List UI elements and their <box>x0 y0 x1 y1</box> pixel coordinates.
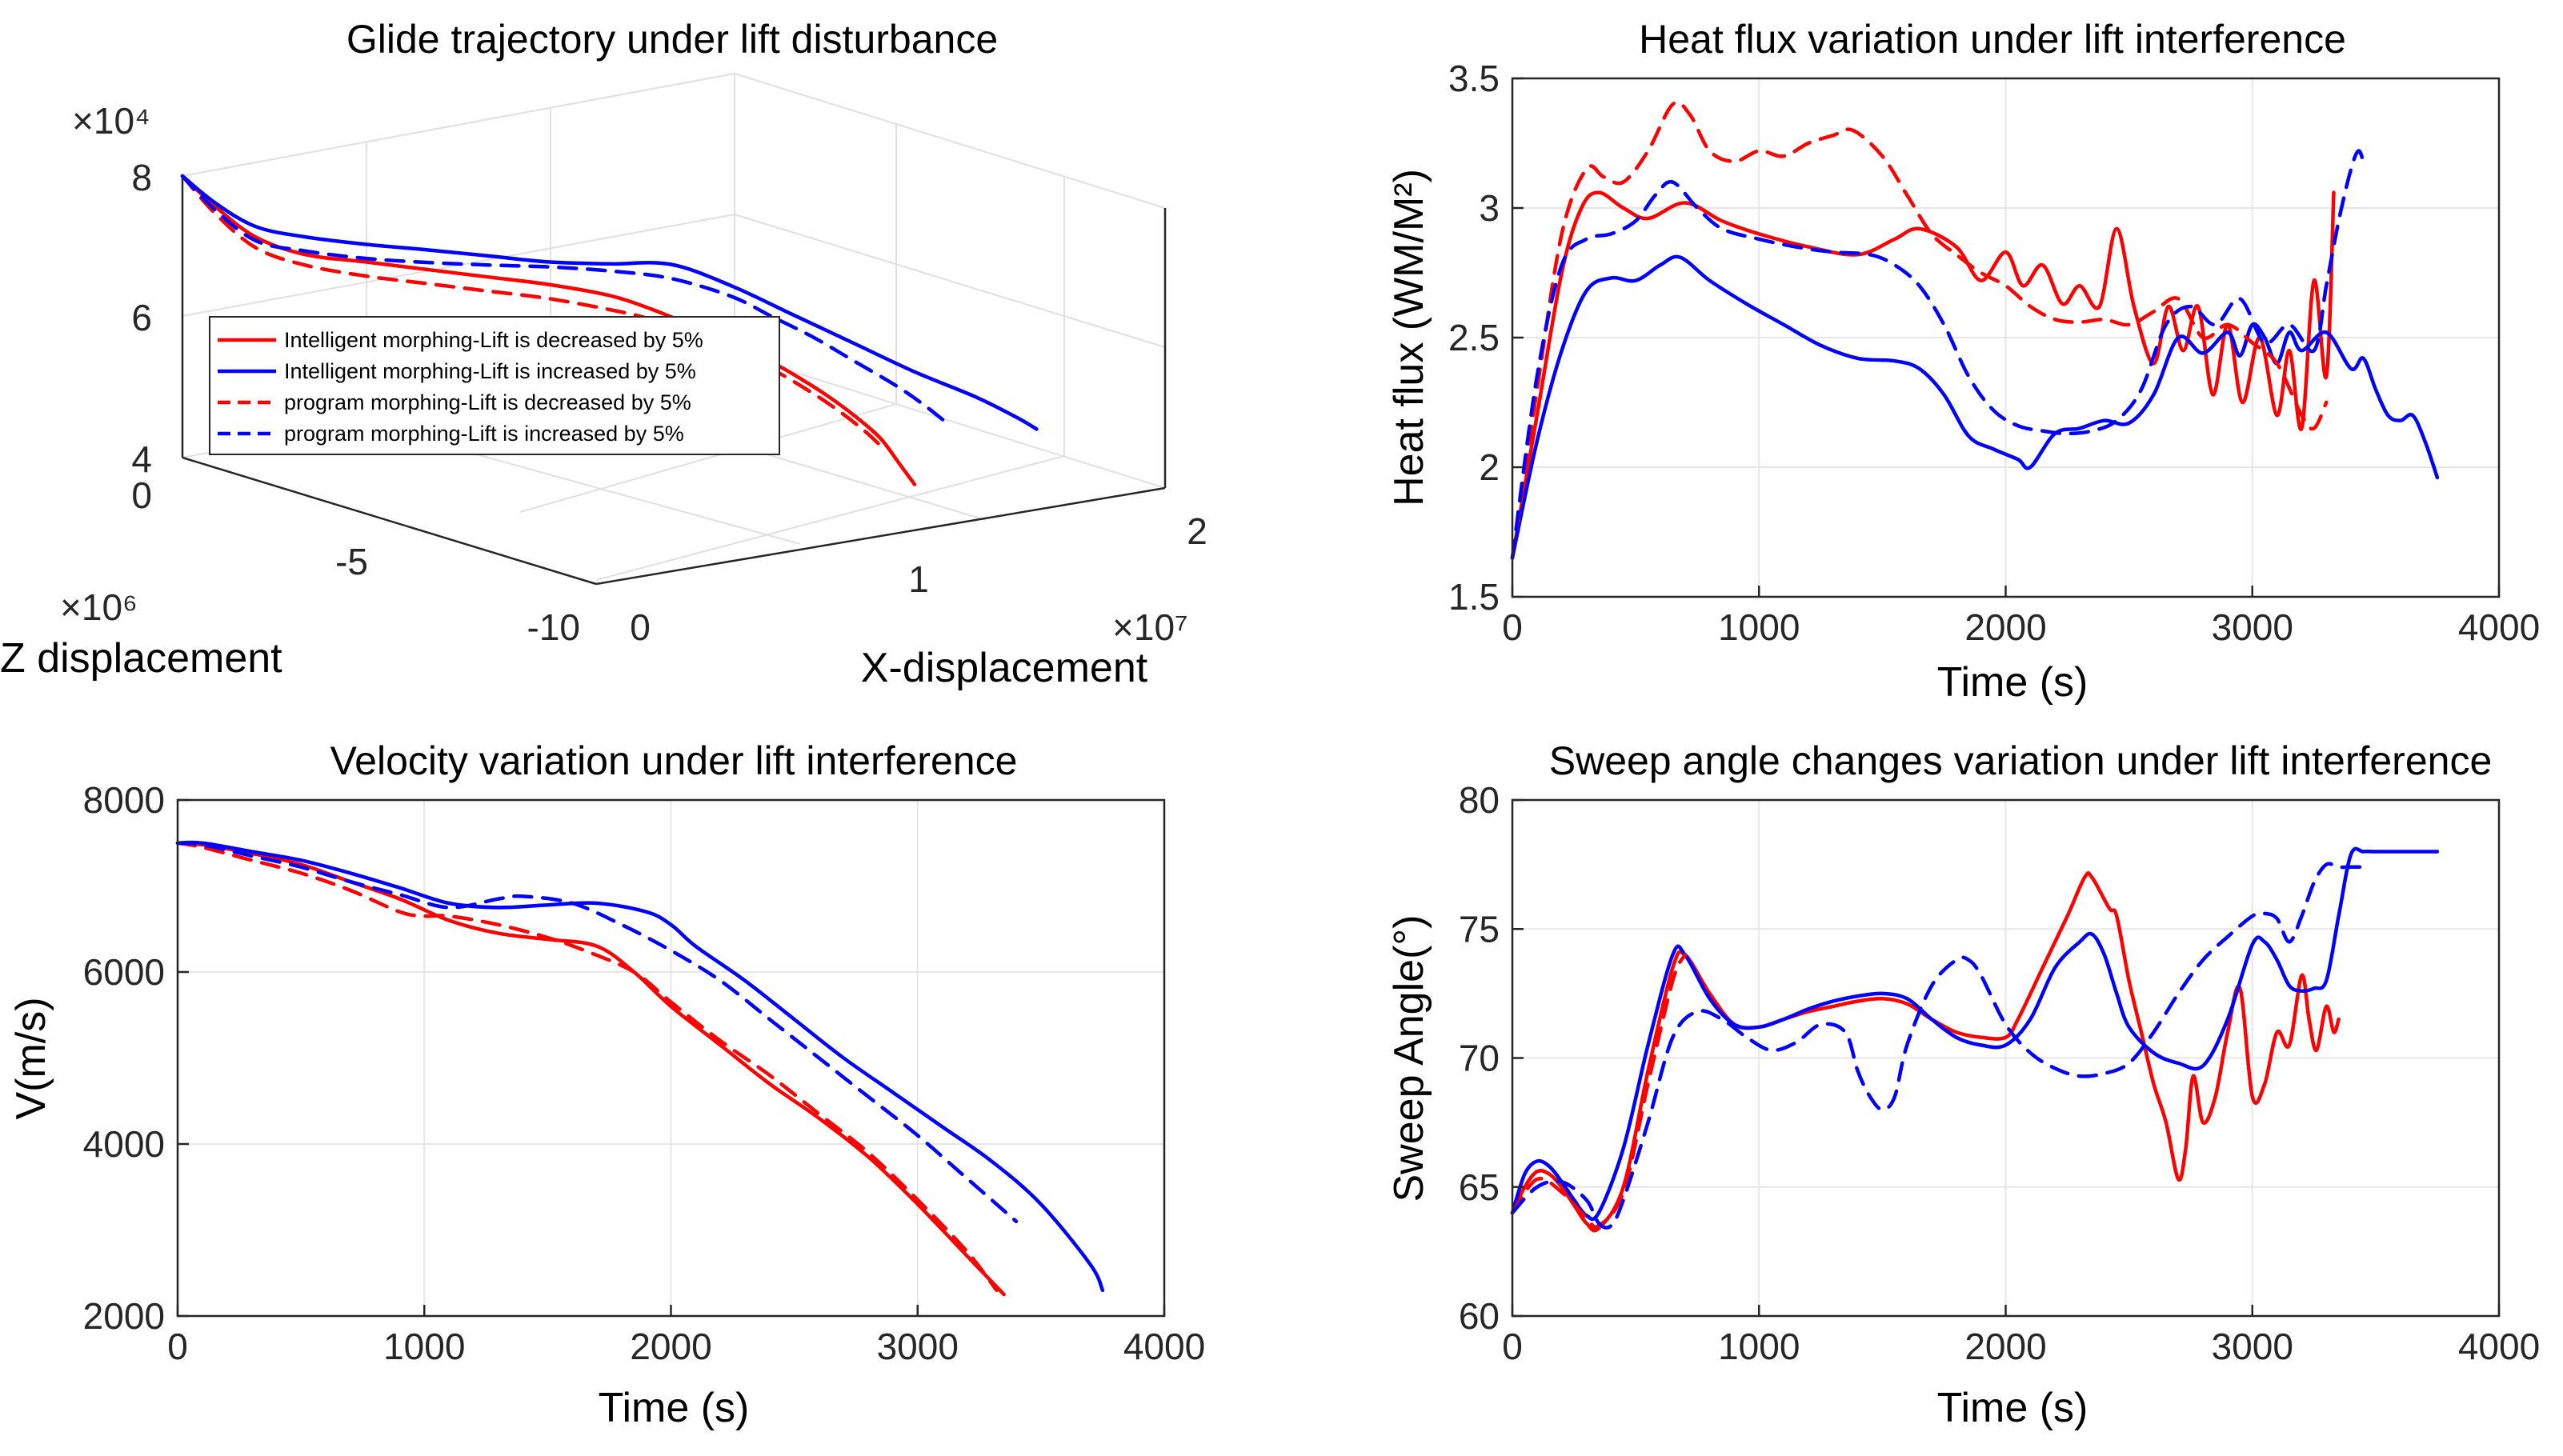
legend: Intelligent morphing-Lift is decreased b… <box>209 316 780 455</box>
velocity-series-0 <box>175 841 1006 1297</box>
traj-ztick-0: 0 <box>131 474 152 516</box>
traj-xtick-2: 2 <box>1187 510 1207 552</box>
trajectory-title: Glide trajectory under lift disturbance <box>346 17 998 62</box>
heatflux-xtick-3: 3000 <box>2212 606 2293 648</box>
trajectory-series-0 <box>180 174 917 486</box>
traj-ytick-6: 6 <box>131 297 152 338</box>
sweep-xlabel: Time (s) <box>1937 1385 2088 1431</box>
traj-x-exponent: ×10⁷ <box>1112 606 1188 648</box>
sweep-plot: Sweep angle changes variation under lift… <box>1386 738 2540 1431</box>
sweep-xtick-4: 4000 <box>2458 1326 2540 1367</box>
legend-label-2: program morphing-Lift is decreased by 5% <box>284 390 691 414</box>
heatflux-series-1 <box>1510 254 2440 560</box>
sweep-series-3 <box>1510 862 2365 1230</box>
heatflux-series-2 <box>1510 100 2329 560</box>
velocity-xtick-1: 1000 <box>383 1326 465 1367</box>
traj-y-exponent: ×10⁴ <box>72 100 150 142</box>
trajectory-y-ticks: 8 6 4 ×10⁴ <box>72 100 152 480</box>
trajectory-plot: Glide trajectory under lift disturbance … <box>0 17 1207 691</box>
traj-ytick-8: 8 <box>131 157 152 198</box>
sweep-grid <box>1512 799 2500 1317</box>
traj-ztick-m5: -5 <box>335 541 368 582</box>
sweep-xtick-2: 2000 <box>1964 1326 2046 1367</box>
velocity-xtick-4: 4000 <box>1123 1326 1205 1367</box>
velocity-plot: Velocity variation under lift interferen… <box>8 738 1205 1431</box>
traj-ztick-m10: -10 <box>527 606 580 648</box>
velocity-ticks: 0 1000 2000 3000 4000 2000 4000 6000 8000 <box>83 779 1206 1367</box>
heatflux-ytick-0: 1.5 <box>1448 576 1500 618</box>
legend-label-3: program morphing-Lift is increased by 5% <box>284 422 684 446</box>
velocity-title: Velocity variation under lift interferen… <box>330 738 1018 783</box>
velocity-series-group <box>175 840 1105 1297</box>
sweep-xtick-1: 1000 <box>1718 1326 1800 1367</box>
heatflux-grid <box>1512 78 2500 598</box>
traj-xtick-1: 1 <box>908 558 929 600</box>
heatflux-ytick-4: 3.5 <box>1448 58 1500 99</box>
sweep-ylabel: Sweep Angle(°) <box>1386 915 1432 1202</box>
sweep-series-1 <box>1510 846 2440 1222</box>
velocity-ytick-2: 6000 <box>83 951 165 993</box>
heatflux-xtick-0: 0 <box>1502 606 1523 648</box>
legend-items: Intelligent morphing-Lift is decreased b… <box>218 328 703 446</box>
heatflux-ytick-3: 3 <box>1479 187 1500 229</box>
sweep-ticks: 0 1000 2000 3000 4000 60 65 70 75 80 <box>1459 779 2540 1367</box>
traj-z-exponent: ×10⁶ <box>60 586 138 628</box>
velocity-series-1 <box>175 840 1105 1293</box>
trajectory-series-group <box>180 174 1039 486</box>
sweep-ytick-4: 80 <box>1459 779 1500 821</box>
sweep-xtick-0: 0 <box>1502 1326 1523 1367</box>
velocity-series-2 <box>175 841 999 1293</box>
velocity-ytick-3: 8000 <box>83 779 165 821</box>
heatflux-ytick-2: 2.5 <box>1448 317 1500 358</box>
velocity-ytick-0: 2000 <box>83 1295 165 1337</box>
velocity-xlabel: Time (s) <box>599 1385 750 1431</box>
heatflux-xlabel: Time (s) <box>1937 659 2088 706</box>
sweep-ytick-1: 65 <box>1459 1166 1500 1208</box>
velocity-series-3 <box>175 841 1019 1224</box>
sweep-ytick-3: 75 <box>1459 908 1500 950</box>
heatflux-title: Heat flux variation under lift interfere… <box>1639 17 2346 62</box>
traj-ytick-4: 4 <box>131 438 152 480</box>
legend-label-1: Intelligent morphing-Lift is increased b… <box>284 359 696 383</box>
legend-label-0: Intelligent morphing-Lift is decreased b… <box>284 328 703 352</box>
trajectory-z-ticks: 0 -5 -10 ×10⁶ Z displacement <box>0 474 580 682</box>
sweep-xtick-3: 3000 <box>2212 1326 2293 1367</box>
velocity-xtick-3: 3000 <box>877 1326 959 1367</box>
heatflux-ylabel: Heat flux (WM/M²) <box>1386 169 1432 506</box>
trajectory-series-1 <box>180 174 1039 431</box>
sweep-title: Sweep angle changes variation under lift… <box>1549 738 2493 783</box>
heatflux-xtick-4: 4000 <box>2458 606 2540 648</box>
velocity-ylabel: V(m/s) <box>8 997 54 1119</box>
velocity-xtick-0: 0 <box>167 1326 188 1367</box>
sweep-ytick-0: 60 <box>1459 1295 1500 1337</box>
heatflux-xtick-1: 1000 <box>1718 606 1800 648</box>
sweep-series-2 <box>1510 953 1688 1230</box>
traj-xlabel: X-displacement <box>861 645 1148 691</box>
heatflux-series-group <box>1510 100 2440 560</box>
heatflux-series-0 <box>1510 190 2336 560</box>
sweep-ytick-2: 70 <box>1459 1038 1500 1079</box>
velocity-xtick-2: 2000 <box>630 1326 711 1367</box>
sweep-series-0 <box>1510 871 2341 1233</box>
trajectory-x-ticks: 0 1 2 ×10⁷ X-displacement <box>630 510 1207 691</box>
heatflux-ticks: 0 1000 2000 3000 4000 1.5 2 2.5 3 3.5 <box>1448 58 2540 648</box>
trajectory-series-3 <box>180 174 949 426</box>
heatflux-xtick-2: 2000 <box>1964 606 2046 648</box>
trajectory-series-2 <box>180 174 884 450</box>
heatflux-ytick-1: 2 <box>1479 446 1500 488</box>
traj-zlabel: Z displacement <box>0 635 282 682</box>
heatflux-plot: Heat flux variation under lift interfere… <box>1386 17 2540 706</box>
sweep-series-group <box>1510 846 2440 1233</box>
traj-xtick-0: 0 <box>630 606 651 648</box>
velocity-ytick-1: 4000 <box>83 1123 165 1165</box>
legend-box <box>209 316 780 455</box>
heatflux-series-3 <box>1510 149 2365 560</box>
velocity-grid <box>177 799 1165 1317</box>
